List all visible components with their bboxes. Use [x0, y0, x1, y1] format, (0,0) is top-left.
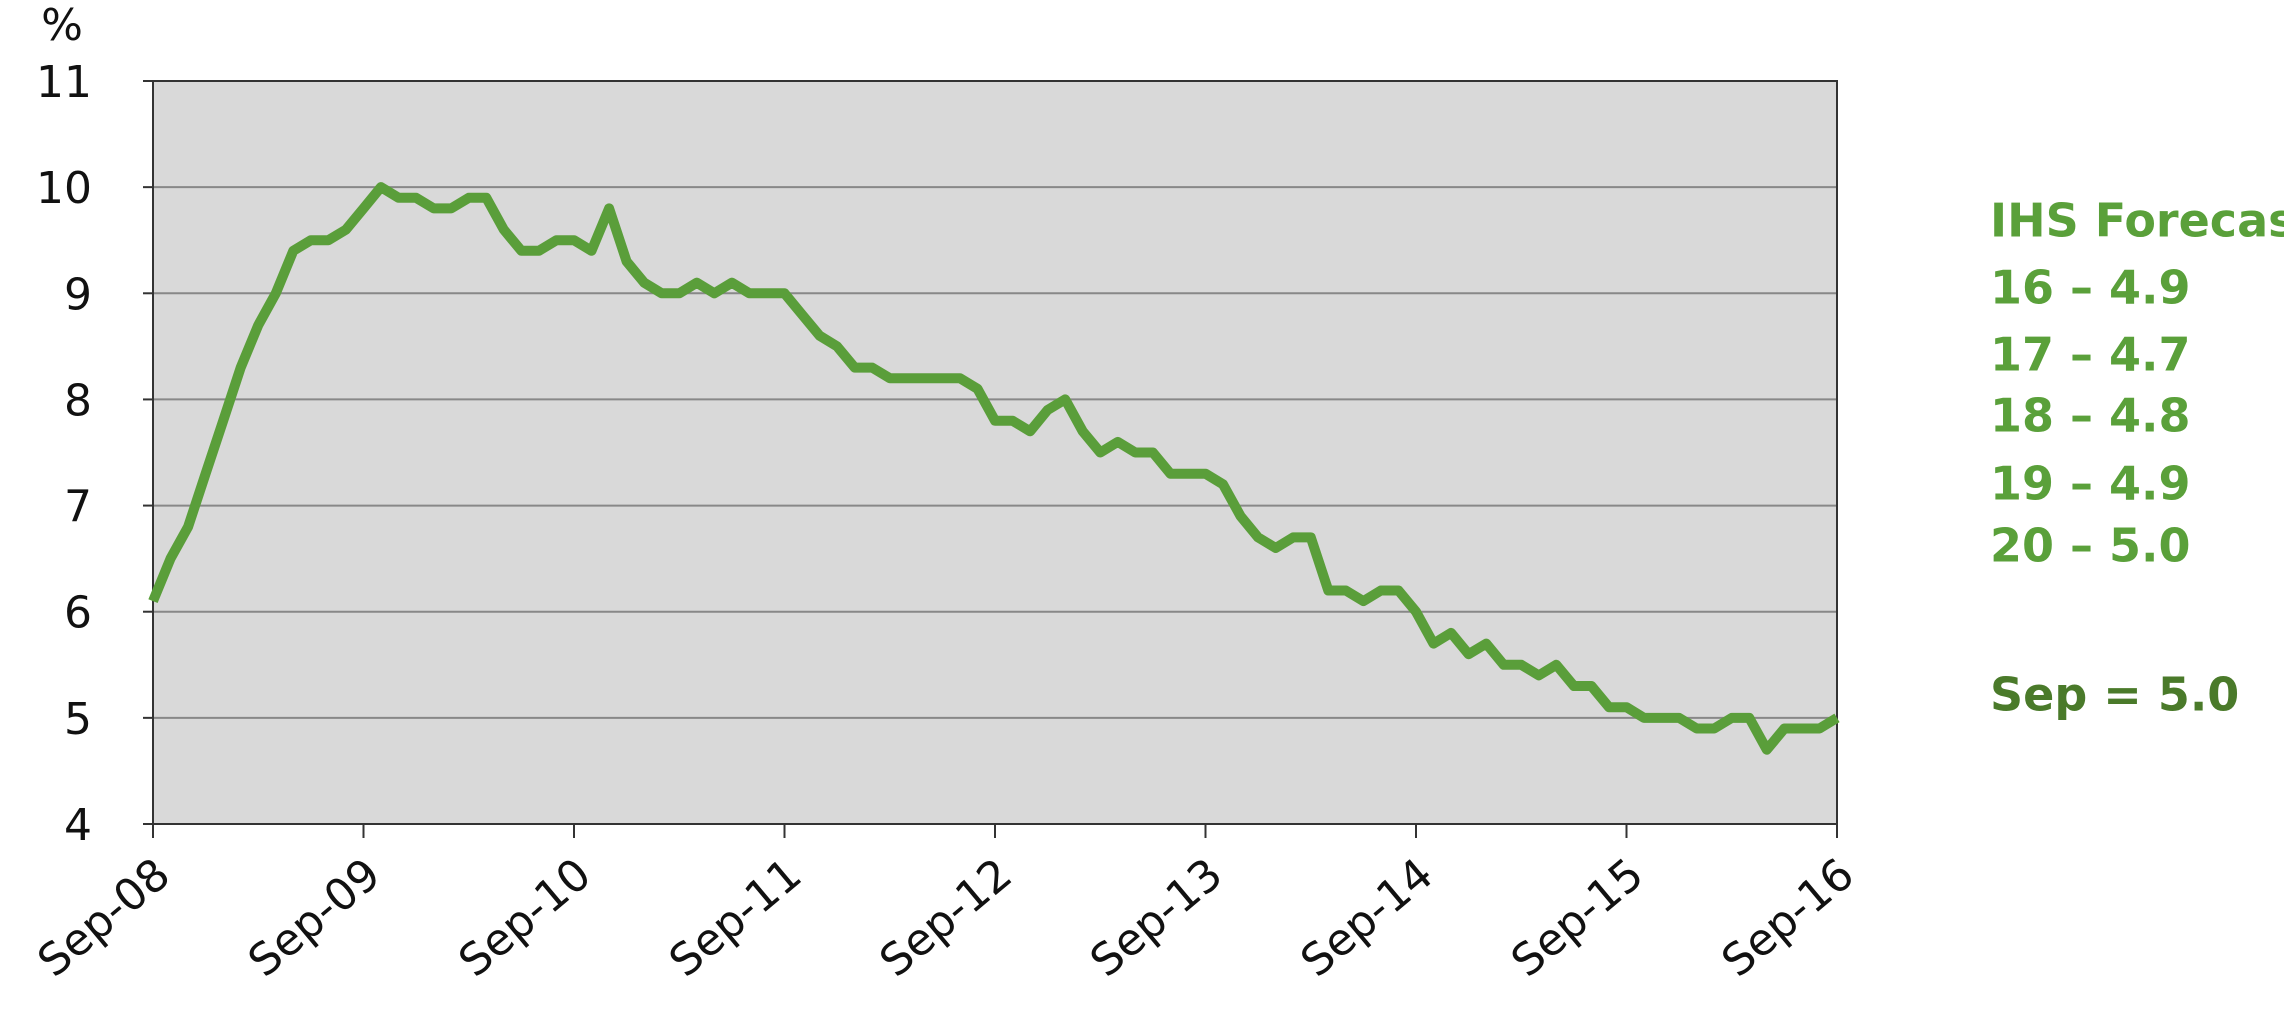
x-tick-label: Sep-14: [1291, 849, 1442, 988]
y-axis-label: %: [41, 0, 83, 51]
annotation: 19 – 4.9: [1990, 457, 2191, 511]
y-tick-label: 8: [64, 375, 92, 426]
x-tick-label: Sep-11: [660, 849, 811, 988]
x-tick-label: Sep-16: [1712, 849, 1863, 988]
plot-area: [153, 81, 1837, 824]
annotation: 16 – 4.9: [1990, 261, 2191, 315]
y-tick-label: 9: [64, 269, 92, 320]
y-tick-label: 7: [64, 482, 92, 533]
x-tick-label: Sep-15: [1502, 849, 1653, 988]
x-tick-label: Sep-12: [870, 849, 1021, 988]
y-tick-label: 5: [64, 694, 92, 745]
line: [148, 182, 1840, 755]
x-tick-label: Sep-10: [449, 849, 600, 988]
annotation: IHS Forecast: [1990, 194, 2284, 248]
y-tick-label: 11: [36, 57, 92, 108]
note: Sep = 5.0: [1990, 668, 2239, 722]
x-tick-label: Sep-13: [1081, 849, 1232, 988]
x-tick-label: Sep-09: [239, 849, 390, 988]
y-tick-label: 10: [36, 163, 92, 214]
annotation: 17 – 4.7: [1990, 328, 2191, 382]
x-tick-label: Sep-08: [28, 849, 179, 988]
annotation: 20 – 5.0: [1990, 519, 2191, 573]
annotation: 18 – 4.8: [1990, 389, 2191, 443]
y-tick-label: 4: [64, 800, 92, 851]
y-tick-label: 6: [64, 588, 92, 639]
